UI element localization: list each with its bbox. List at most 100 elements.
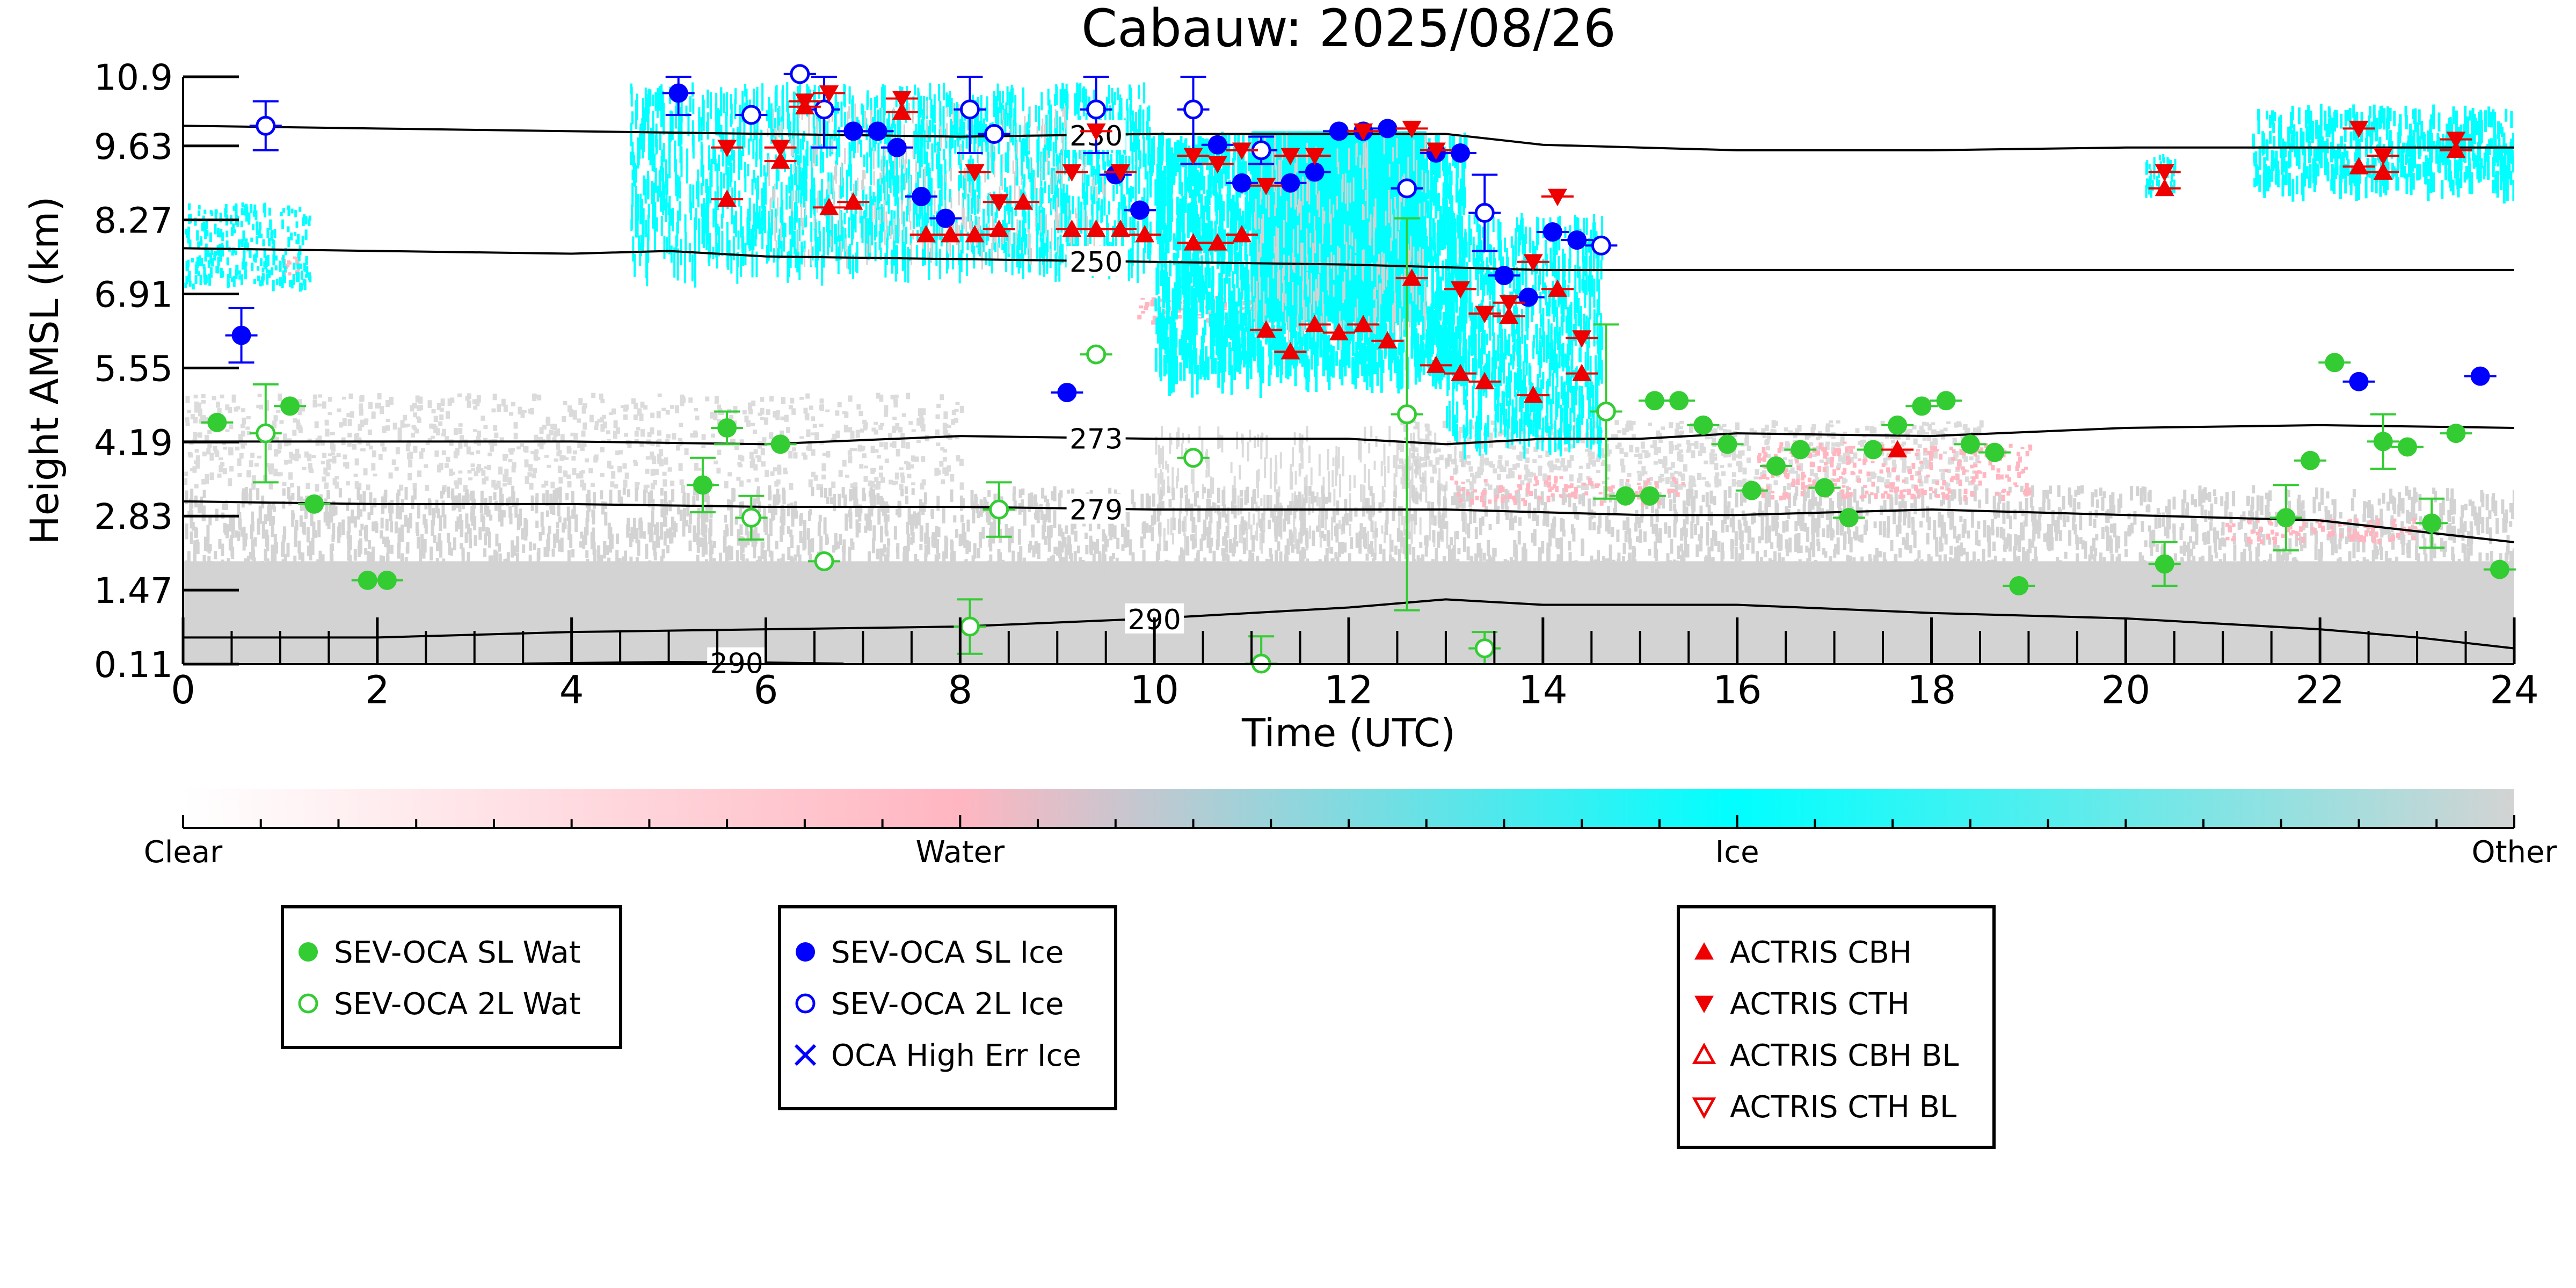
classification-pixel bbox=[574, 514, 578, 532]
classification-pixel bbox=[508, 459, 513, 463]
classification-pixel bbox=[228, 447, 233, 455]
classification-pixel bbox=[1034, 494, 1037, 508]
classification-pixel bbox=[2141, 523, 2144, 532]
classification-pixel bbox=[1158, 453, 1161, 468]
classification-pixel bbox=[1018, 503, 1022, 515]
classification-pixel bbox=[894, 472, 899, 480]
classification-pixel bbox=[1148, 525, 1152, 533]
classification-pixel bbox=[1531, 472, 1536, 476]
classification-pixel bbox=[1205, 469, 1208, 478]
classification-pixel bbox=[2223, 538, 2226, 547]
classification-pixel bbox=[1770, 428, 1775, 433]
classification-pixel bbox=[1686, 449, 1691, 453]
classification-pixel bbox=[1298, 433, 1301, 453]
classification-pixel bbox=[1846, 555, 1850, 565]
classification-pixel bbox=[1833, 448, 1837, 453]
classification-pixel bbox=[2362, 557, 2366, 569]
classification-pixel bbox=[1383, 489, 1386, 503]
classification-pixel bbox=[509, 412, 514, 416]
classification-pixel bbox=[1425, 486, 1428, 503]
classification-pixel bbox=[1331, 516, 1334, 541]
classification-pixel bbox=[850, 483, 855, 488]
classification-pixel bbox=[198, 432, 202, 438]
classification-pixel bbox=[892, 417, 897, 420]
classification-pixel bbox=[1696, 515, 1700, 526]
classification-pixel bbox=[1454, 458, 1457, 475]
classification-pixel bbox=[1945, 469, 1949, 472]
classification-pixel bbox=[1735, 492, 1738, 508]
classification-pixel bbox=[266, 558, 270, 572]
classification-pixel bbox=[287, 438, 292, 441]
classification-pixel bbox=[1781, 557, 1785, 564]
classification-pixel bbox=[1398, 506, 1401, 516]
classification-pixel bbox=[350, 411, 354, 418]
classification-pixel bbox=[1913, 530, 1917, 548]
classification-pixel bbox=[1917, 479, 1922, 483]
classification-pixel bbox=[2503, 513, 2507, 525]
classification-pixel bbox=[746, 420, 751, 427]
classification-pixel bbox=[482, 515, 485, 532]
classification-pixel bbox=[1722, 429, 1727, 436]
classification-pixel bbox=[1829, 514, 1832, 531]
classification-pixel bbox=[328, 453, 332, 456]
classification-pixel bbox=[2208, 491, 2211, 502]
classification-pixel bbox=[1895, 525, 1899, 537]
classification-pixel bbox=[2013, 509, 2017, 520]
classification-pixel bbox=[1892, 464, 1897, 469]
classification-pixel bbox=[1972, 551, 1976, 566]
classification-pixel bbox=[1624, 531, 1628, 543]
classification-pixel bbox=[1799, 545, 1803, 554]
classification-pixel bbox=[1749, 428, 1754, 432]
classification-pixel bbox=[844, 411, 849, 418]
classification-pixel bbox=[586, 510, 590, 522]
classification-pixel bbox=[454, 485, 459, 489]
classification-pixel bbox=[435, 428, 440, 436]
classification-pixel bbox=[1480, 445, 1485, 449]
classification-pixel bbox=[2407, 489, 2411, 500]
classification-pixel bbox=[456, 516, 460, 529]
classification-pixel bbox=[1903, 489, 1907, 492]
classification-pixel bbox=[660, 499, 664, 508]
classification-pixel bbox=[577, 418, 581, 423]
classification-pixel bbox=[1387, 456, 1390, 474]
classification-pixel bbox=[237, 473, 242, 477]
classification-pixel bbox=[552, 490, 556, 505]
classification-pixel bbox=[1814, 496, 1817, 506]
classification-pixel bbox=[1056, 547, 1059, 556]
classification-pixel bbox=[2191, 516, 2194, 532]
classification-pixel bbox=[2150, 542, 2153, 556]
classification-pixel bbox=[1542, 473, 1547, 481]
classification-pixel bbox=[1160, 486, 1162, 496]
classification-pixel bbox=[2072, 517, 2076, 530]
classification-pixel bbox=[2476, 513, 2479, 520]
classification-pixel bbox=[1216, 539, 1219, 550]
classification-pixel bbox=[1778, 552, 1781, 563]
classification-pixel bbox=[368, 445, 373, 450]
classification-pixel bbox=[2288, 500, 2291, 512]
classification-pixel bbox=[1183, 517, 1186, 536]
classification-pixel bbox=[726, 499, 730, 511]
classification-pixel bbox=[1949, 446, 1953, 450]
classification-pixel bbox=[1515, 490, 1519, 493]
classification-pixel bbox=[811, 471, 816, 477]
classification-pixel bbox=[1327, 448, 1329, 471]
classification-pixel bbox=[418, 396, 423, 404]
classification-pixel bbox=[2463, 521, 2467, 533]
classification-pixel bbox=[650, 441, 655, 446]
classification-pixel bbox=[1460, 455, 1463, 467]
classification-pixel bbox=[1738, 465, 1743, 472]
classification-pixel bbox=[1617, 558, 1620, 576]
classification-pixel bbox=[852, 487, 856, 500]
classification-pixel bbox=[751, 401, 756, 406]
classification-pixel bbox=[881, 548, 885, 557]
classification-pixel bbox=[811, 416, 816, 421]
classification-pixel bbox=[367, 430, 372, 435]
classification-pixel bbox=[470, 452, 475, 455]
classification-pixel bbox=[1727, 463, 1732, 468]
classification-pixel bbox=[760, 417, 765, 420]
classification-pixel bbox=[1788, 459, 1793, 463]
classification-pixel bbox=[391, 459, 396, 465]
classification-pixel bbox=[1796, 474, 1801, 478]
classification-pixel bbox=[1646, 453, 1651, 457]
classification-pixel bbox=[1740, 450, 1745, 456]
